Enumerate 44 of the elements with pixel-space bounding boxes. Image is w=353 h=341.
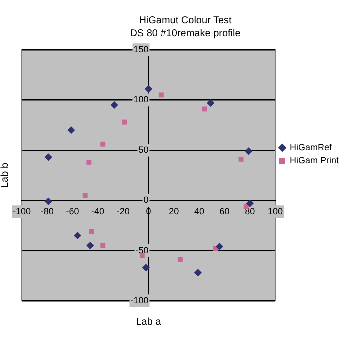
y-tick-label: 150	[134, 44, 149, 54]
point	[86, 242, 94, 250]
point	[74, 232, 82, 240]
point	[89, 229, 94, 234]
point	[100, 243, 106, 248]
x-tick-label: 40	[194, 206, 204, 216]
x-tick-label: -80	[40, 206, 54, 216]
point	[110, 101, 118, 110]
chart-title: HiGamut Colour Test	[139, 15, 232, 26]
point	[178, 257, 183, 262]
point	[100, 142, 106, 147]
point	[44, 198, 52, 206]
point	[44, 154, 52, 162]
y-tick-label: -100	[130, 295, 149, 306]
y-tick-label: 50	[138, 144, 149, 155]
legend-label: HiGam Print	[290, 155, 340, 166]
legend-label: HiGamRef	[290, 142, 332, 152]
x-tick-label: -60	[66, 206, 80, 216]
point	[68, 126, 76, 134]
x-tick-label: -40	[92, 206, 105, 216]
y-tick-label: -50	[136, 245, 149, 256]
point	[207, 99, 215, 108]
y-tick-label: 100	[134, 94, 149, 105]
point	[194, 269, 202, 277]
point	[216, 242, 224, 251]
point	[142, 264, 150, 272]
y-tick-label: 0	[144, 195, 149, 206]
x-tick-label: 20	[169, 206, 180, 216]
y-axis-title: Lab b	[0, 162, 11, 188]
x-tick-label: 100	[268, 206, 284, 216]
x-tick-label: -100	[12, 206, 32, 216]
point	[245, 148, 253, 156]
point	[86, 160, 92, 165]
point	[202, 106, 207, 112]
x-tick-label: 60	[220, 206, 230, 216]
point	[144, 85, 153, 93]
point	[122, 120, 128, 125]
point	[82, 193, 88, 198]
point	[246, 200, 254, 208]
point	[158, 92, 164, 98]
chart-subtitle: DS 80 #10remake profile	[130, 28, 242, 40]
point	[238, 156, 244, 162]
x-axis-title: Lab a	[136, 317, 162, 328]
x-tick-label: -20	[116, 206, 130, 216]
